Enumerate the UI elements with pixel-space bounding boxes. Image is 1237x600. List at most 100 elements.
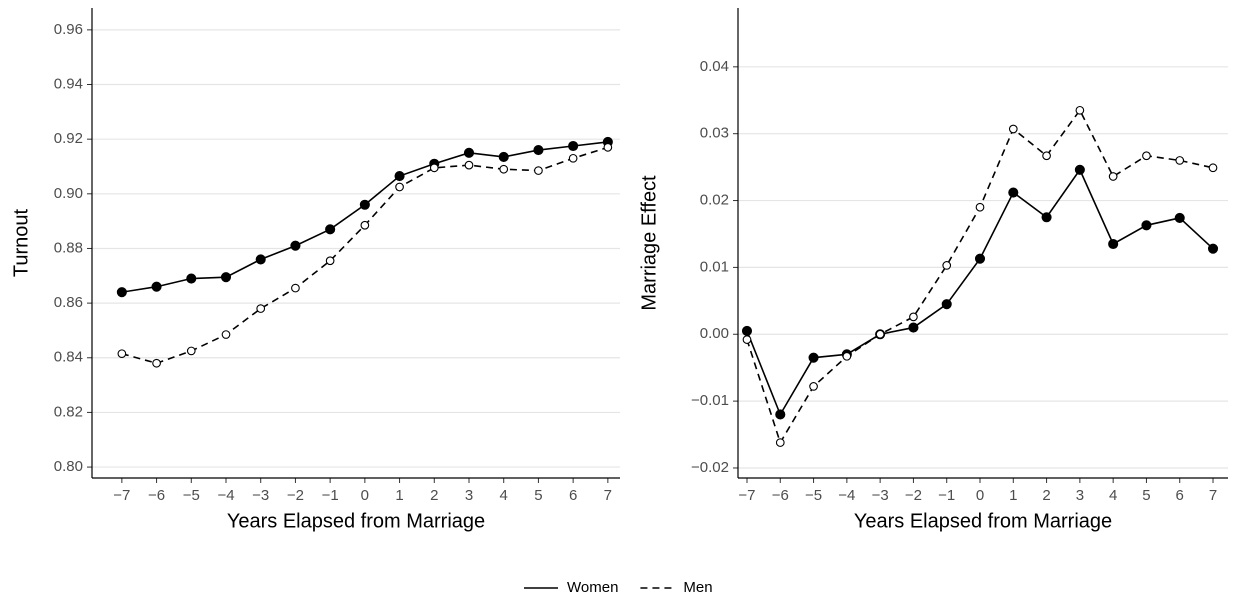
x-tick-label: 2 xyxy=(430,487,438,504)
legend-label: Men xyxy=(683,579,712,596)
y-tick-label: −0.02 xyxy=(691,459,729,476)
x-tick-label: 6 xyxy=(569,487,577,504)
x-tick-label: −2 xyxy=(287,487,304,504)
x-tick-label: 4 xyxy=(500,487,508,504)
point xyxy=(116,287,127,298)
point xyxy=(429,163,439,173)
point xyxy=(1108,238,1119,250)
x-tick-label: −2 xyxy=(905,487,922,504)
x-axis-title: Years Elapsed from Marriage xyxy=(854,510,1112,532)
point xyxy=(290,240,301,251)
point xyxy=(498,151,509,162)
x-tick-label: 0 xyxy=(361,487,369,504)
x-tick-label: 0 xyxy=(976,487,984,504)
point xyxy=(603,143,613,152)
point xyxy=(186,346,196,356)
x-tick-label: 5 xyxy=(534,487,542,504)
point xyxy=(325,224,336,235)
y-tick-label: 0.96 xyxy=(54,21,83,38)
x-tick-label: 1 xyxy=(1009,487,1017,504)
x-tick-label: 1 xyxy=(395,487,403,504)
point xyxy=(1207,243,1219,254)
x-tick-label: 7 xyxy=(604,487,612,504)
legend-label: Women xyxy=(567,579,618,596)
point xyxy=(1008,187,1019,198)
point xyxy=(220,272,232,283)
y-tick-label: 0.86 xyxy=(54,294,83,311)
y-tick-label: 0.03 xyxy=(700,125,729,142)
point xyxy=(568,140,579,152)
y-tick-label: 0.84 xyxy=(54,349,83,366)
point xyxy=(221,330,231,339)
point xyxy=(1074,164,1085,175)
point xyxy=(255,254,266,265)
point xyxy=(775,409,786,420)
y-tick-label: 0.90 xyxy=(54,185,83,202)
point xyxy=(463,147,475,158)
point xyxy=(742,335,752,344)
point xyxy=(186,273,197,284)
x-tick-label: −6 xyxy=(148,487,165,504)
point xyxy=(359,199,370,210)
point xyxy=(395,182,404,192)
point xyxy=(1108,172,1118,181)
x-tick-label: 6 xyxy=(1176,487,1184,504)
x-tick-label: −3 xyxy=(252,487,269,504)
point xyxy=(117,349,127,359)
point xyxy=(1142,151,1151,161)
y-tick-label: 0.00 xyxy=(700,325,729,342)
point xyxy=(975,202,985,212)
point xyxy=(533,145,544,156)
point xyxy=(499,164,509,174)
point xyxy=(941,299,952,310)
point xyxy=(256,304,266,313)
point xyxy=(1175,156,1185,165)
x-tick-label: −5 xyxy=(183,487,200,504)
y-tick-label: 0.94 xyxy=(54,75,83,92)
point xyxy=(909,312,918,322)
x-tick-label: −1 xyxy=(938,487,955,504)
y-axis-title: Turnout xyxy=(10,208,32,277)
x-tick-label: −4 xyxy=(217,487,234,504)
series-line xyxy=(121,146,609,365)
y-tick-label: 0.88 xyxy=(54,239,83,256)
point xyxy=(325,256,335,266)
x-tick-label: −4 xyxy=(838,487,855,504)
x-tick-label: 4 xyxy=(1109,487,1117,504)
point xyxy=(291,283,300,293)
point xyxy=(1208,163,1218,173)
series-line xyxy=(746,108,1214,445)
x-tick-label: 7 xyxy=(1209,487,1217,504)
point xyxy=(464,160,474,170)
point xyxy=(1042,151,1051,161)
x-tick-label: −1 xyxy=(322,487,339,504)
point xyxy=(151,281,162,292)
point xyxy=(394,171,405,182)
point xyxy=(809,382,818,391)
point xyxy=(1174,212,1185,223)
x-tick-label: 5 xyxy=(1142,487,1150,504)
x-axis-title: Years Elapsed from Marriage xyxy=(227,510,485,532)
y-tick-label: 0.80 xyxy=(54,458,83,475)
point xyxy=(808,352,819,363)
series-line xyxy=(121,141,608,293)
y-tick-label: 0.01 xyxy=(700,258,729,275)
x-tick-label: −7 xyxy=(738,487,755,504)
y-tick-label: 0.92 xyxy=(54,130,83,147)
point xyxy=(1008,124,1018,134)
point xyxy=(360,220,370,230)
point xyxy=(152,358,161,368)
point xyxy=(568,153,578,163)
x-tick-label: −5 xyxy=(805,487,822,504)
point xyxy=(908,322,919,333)
y-tick-label: −0.01 xyxy=(691,392,729,409)
point xyxy=(1141,220,1152,231)
x-tick-label: 2 xyxy=(1042,487,1050,504)
y-tick-label: 0.02 xyxy=(700,192,729,209)
x-tick-label: −7 xyxy=(113,487,130,504)
y-axis-title: Marriage Effect xyxy=(638,175,660,311)
x-tick-label: 3 xyxy=(465,487,473,504)
point xyxy=(1041,212,1052,223)
